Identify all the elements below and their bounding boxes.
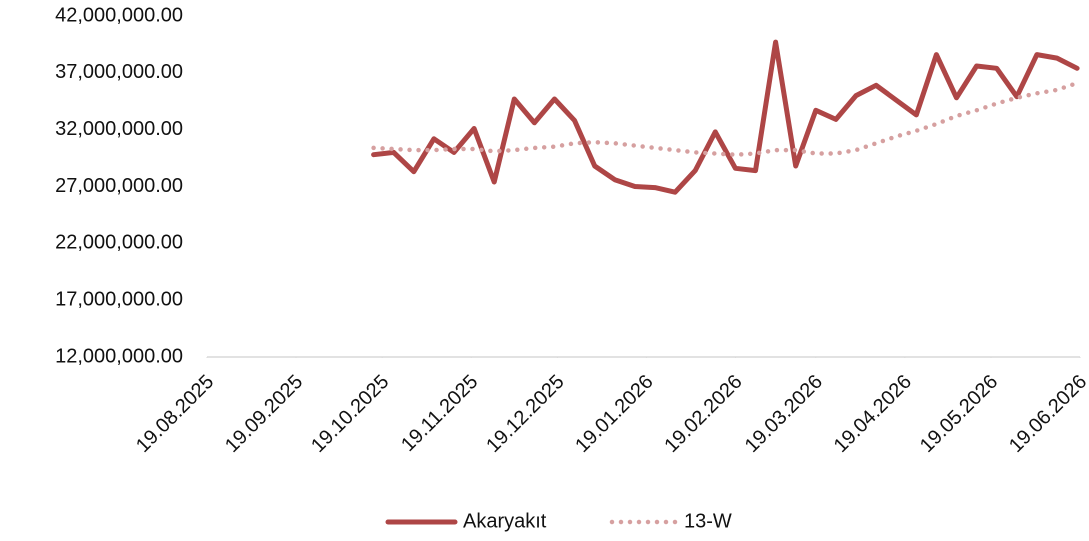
y-tick-label: 42,000,000.00: [55, 4, 183, 26]
legend-label: 13-W: [684, 510, 732, 532]
x-tick-label: 19.10.2025: [307, 371, 393, 457]
x-tick-label: 19.08.2025: [132, 371, 218, 457]
x-tick-label: 19.05.2026: [916, 371, 1002, 457]
x-tick-label: 19.01.2026: [571, 371, 657, 457]
x-tick-label: 19.06.2026: [1005, 371, 1089, 457]
y-tick-label: 12,000,000.00: [55, 345, 183, 367]
legend-label: Akaryakıt: [463, 510, 547, 532]
x-tick-label: 19.02.2026: [660, 371, 746, 457]
x-tick-label: 19.12.2025: [482, 371, 568, 457]
y-tick-label: 32,000,000.00: [55, 118, 183, 140]
y-tick-label: 17,000,000.00: [55, 288, 183, 310]
x-tick-label: 19.04.2026: [830, 371, 916, 457]
y-tick-label: 37,000,000.00: [55, 61, 183, 83]
x-tick-label: 19.11.2025: [397, 371, 482, 456]
y-tick-label: 27,000,000.00: [55, 175, 183, 197]
y-tick-label: 22,000,000.00: [55, 232, 183, 254]
x-tick-label: 19.03.2026: [741, 371, 827, 457]
series-line: [371, 80, 1080, 157]
x-tick-label: 19.09.2025: [221, 371, 307, 457]
series-line: [371, 39, 1080, 195]
